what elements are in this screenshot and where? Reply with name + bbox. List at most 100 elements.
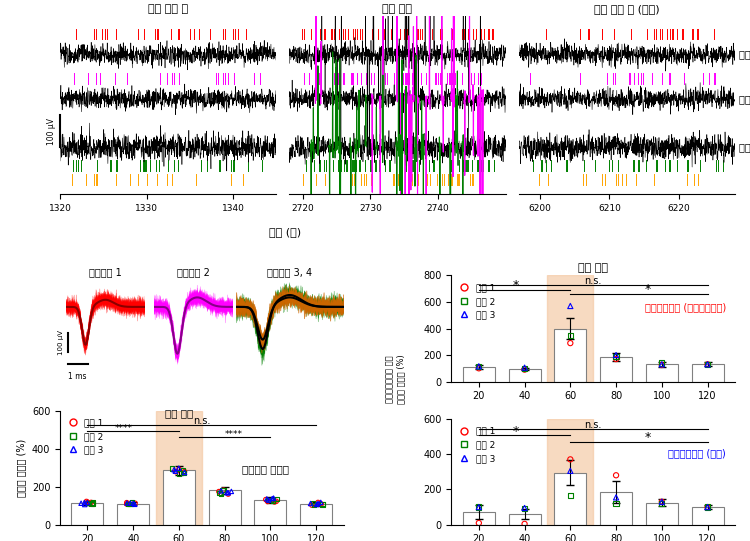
- Point: [81, 499, 93, 507]
- Point: [610, 493, 622, 502]
- Point: [129, 499, 141, 507]
- Point: [86, 500, 98, 509]
- Point: [129, 500, 141, 509]
- Point: [178, 469, 190, 477]
- Text: *: *: [512, 425, 518, 438]
- Point: [610, 352, 622, 361]
- Point: [310, 500, 322, 509]
- Bar: [600, 492, 632, 525]
- Bar: [300, 504, 332, 525]
- Point: [178, 468, 190, 477]
- Title: 약물 주입: 약물 주입: [578, 263, 608, 273]
- Legend: 개체 1, 개체 2, 개체 3: 개체 1, 개체 2, 개체 3: [64, 415, 107, 458]
- Point: [518, 519, 530, 528]
- Point: [170, 467, 182, 476]
- Point: [610, 355, 622, 364]
- Point: [656, 498, 668, 506]
- Point: [564, 339, 576, 347]
- Point: [701, 503, 713, 511]
- Point: [170, 467, 182, 476]
- Point: [518, 364, 530, 373]
- Point: [610, 471, 622, 479]
- Point: [217, 486, 229, 494]
- Point: [312, 499, 324, 508]
- Point: [222, 489, 234, 497]
- Point: [518, 365, 530, 374]
- Point: [308, 501, 320, 510]
- Bar: [692, 507, 724, 525]
- Point: [217, 486, 229, 494]
- Point: [173, 465, 185, 473]
- Point: [701, 503, 713, 511]
- Point: [564, 455, 576, 464]
- Text: ****: ****: [115, 424, 133, 433]
- Point: [124, 500, 136, 509]
- Text: 신경전달물질의 이전
메대비 변화율 (%): 신경전달물질의 이전 메대비 변화율 (%): [386, 354, 405, 404]
- Point: [262, 496, 274, 504]
- Point: [82, 498, 94, 507]
- Point: [656, 361, 668, 370]
- Point: [656, 360, 668, 368]
- Point: [79, 500, 91, 509]
- Point: [472, 503, 484, 511]
- Point: [656, 498, 668, 506]
- Point: [472, 519, 484, 527]
- Title: 약물 주입 전: 약물 주입 전: [148, 4, 188, 14]
- Bar: [163, 471, 195, 525]
- Point: [610, 499, 622, 508]
- Bar: [71, 503, 104, 525]
- Text: *: *: [645, 431, 651, 444]
- Point: [87, 498, 99, 507]
- Point: [214, 489, 226, 497]
- Point: [316, 500, 328, 509]
- Bar: [554, 473, 586, 525]
- Text: ****: ****: [225, 430, 243, 439]
- Point: [124, 500, 136, 509]
- Y-axis label: 신호의 변화율 (%): 신호의 변화율 (%): [16, 439, 26, 497]
- Point: [215, 486, 227, 495]
- Point: [168, 465, 180, 474]
- Point: [267, 496, 279, 505]
- Point: [173, 469, 185, 478]
- Point: [701, 360, 713, 368]
- Point: [271, 494, 283, 503]
- Point: [166, 464, 178, 473]
- Point: [172, 464, 184, 472]
- Text: n.s.: n.s.: [193, 416, 211, 426]
- Point: [610, 351, 622, 359]
- Point: [87, 499, 99, 507]
- Point: [79, 498, 91, 507]
- Point: [221, 489, 233, 497]
- Text: *: *: [645, 283, 651, 296]
- Text: 신호 3: 신호 3: [740, 142, 750, 152]
- Point: [312, 498, 324, 507]
- Point: [306, 501, 318, 510]
- Point: [178, 467, 190, 476]
- Point: [170, 467, 182, 476]
- Bar: [600, 357, 632, 381]
- Point: [316, 500, 328, 509]
- Point: [222, 490, 234, 498]
- Point: [518, 364, 530, 372]
- Point: [266, 494, 278, 503]
- Bar: [509, 369, 541, 381]
- Point: [121, 500, 133, 509]
- Point: [124, 499, 136, 507]
- Text: 시간 (초): 시간 (초): [269, 227, 301, 237]
- Text: 신경전달물질 (가바): 신경전달물질 (가바): [668, 448, 726, 458]
- Point: [122, 500, 134, 509]
- Bar: [554, 328, 586, 381]
- Text: 약물 주입: 약물 주입: [165, 408, 193, 418]
- Point: [701, 360, 713, 368]
- Point: [261, 494, 273, 503]
- Bar: [692, 364, 724, 381]
- Point: [262, 497, 274, 506]
- Text: 100 μV: 100 μV: [46, 118, 56, 146]
- Bar: [646, 503, 678, 525]
- Bar: [463, 367, 495, 381]
- Point: [268, 498, 280, 506]
- Bar: [548, 419, 593, 525]
- Point: [82, 498, 94, 507]
- Legend: 개체 1, 개체 2, 개체 3: 개체 1, 개체 2, 개체 3: [456, 423, 499, 466]
- Point: [564, 302, 576, 311]
